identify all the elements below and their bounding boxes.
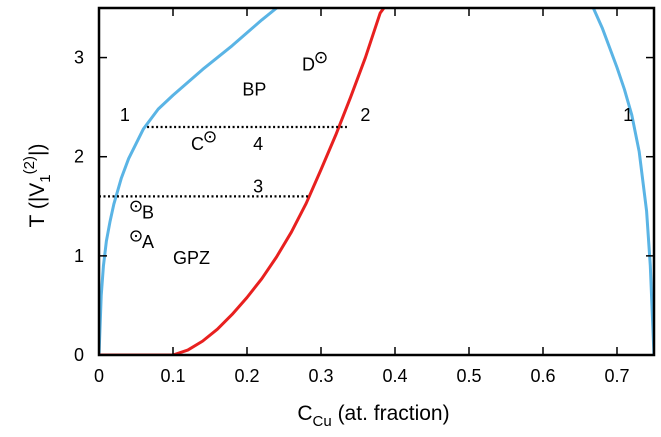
x-tick-label: 0.4 xyxy=(382,366,407,386)
annotation-1: 1 xyxy=(120,105,130,125)
y-axis-title: T (|V1(2)|) xyxy=(21,144,54,228)
y-tick-label: 2 xyxy=(74,147,84,167)
axis-titles-layer: CCu (at. fraction) T (|V1(2)|) xyxy=(21,144,450,430)
series-line-3 xyxy=(99,8,386,355)
point-label-b: B xyxy=(142,202,154,222)
x-tick-label: 0.7 xyxy=(604,366,629,386)
y-tick-label: 0 xyxy=(74,345,84,365)
point-marker-dot-c xyxy=(208,135,212,138)
point-markers-layer: AB C D xyxy=(130,51,327,252)
annotation-4: 3 xyxy=(253,176,263,196)
annotation-3: 1 xyxy=(623,105,633,125)
annotation-5: 4 xyxy=(253,134,263,154)
point-marker-c xyxy=(204,131,216,143)
tie-lines-layer xyxy=(99,125,347,198)
annotations-layer: 1 2 1 3 4 BP GPZ xyxy=(120,79,633,268)
x-axis-title: CCu (at. fraction) xyxy=(297,402,449,430)
point-marker-d xyxy=(315,51,327,64)
x-tick-label: 0.5 xyxy=(456,366,481,386)
annotation-2: 2 xyxy=(360,105,370,125)
curves-layer xyxy=(99,8,654,355)
x-tick-label: 0.3 xyxy=(308,366,333,386)
annotation-6: BP xyxy=(242,79,266,99)
point-label-c: C xyxy=(191,134,204,154)
point-marker-b xyxy=(130,200,142,212)
ticks-layer: 0 0.1 0.2 0.3 0.4 0.5 0.6 0.7 0 1 2 3 xyxy=(74,8,654,386)
point-marker-dot-a xyxy=(134,234,138,238)
annotation-7: GPZ xyxy=(173,248,210,268)
x-tick-label: 0.6 xyxy=(530,366,555,386)
y-tick-label: 3 xyxy=(74,48,84,68)
plot-frame xyxy=(97,6,656,357)
x-tick-label: 0.2 xyxy=(234,366,259,386)
x-tick-label: 0 xyxy=(94,366,104,386)
point-marker-a xyxy=(130,230,142,242)
point-marker-dot-b xyxy=(134,205,138,208)
series-line-1 xyxy=(99,8,278,355)
series-line-2 xyxy=(591,8,654,355)
y-tick-label: 1 xyxy=(74,246,84,266)
point-marker-dot-d xyxy=(319,56,323,59)
x-tick-label: 0.1 xyxy=(160,366,185,386)
point-label-a: A xyxy=(142,232,154,252)
point-label-d: D xyxy=(302,55,315,75)
